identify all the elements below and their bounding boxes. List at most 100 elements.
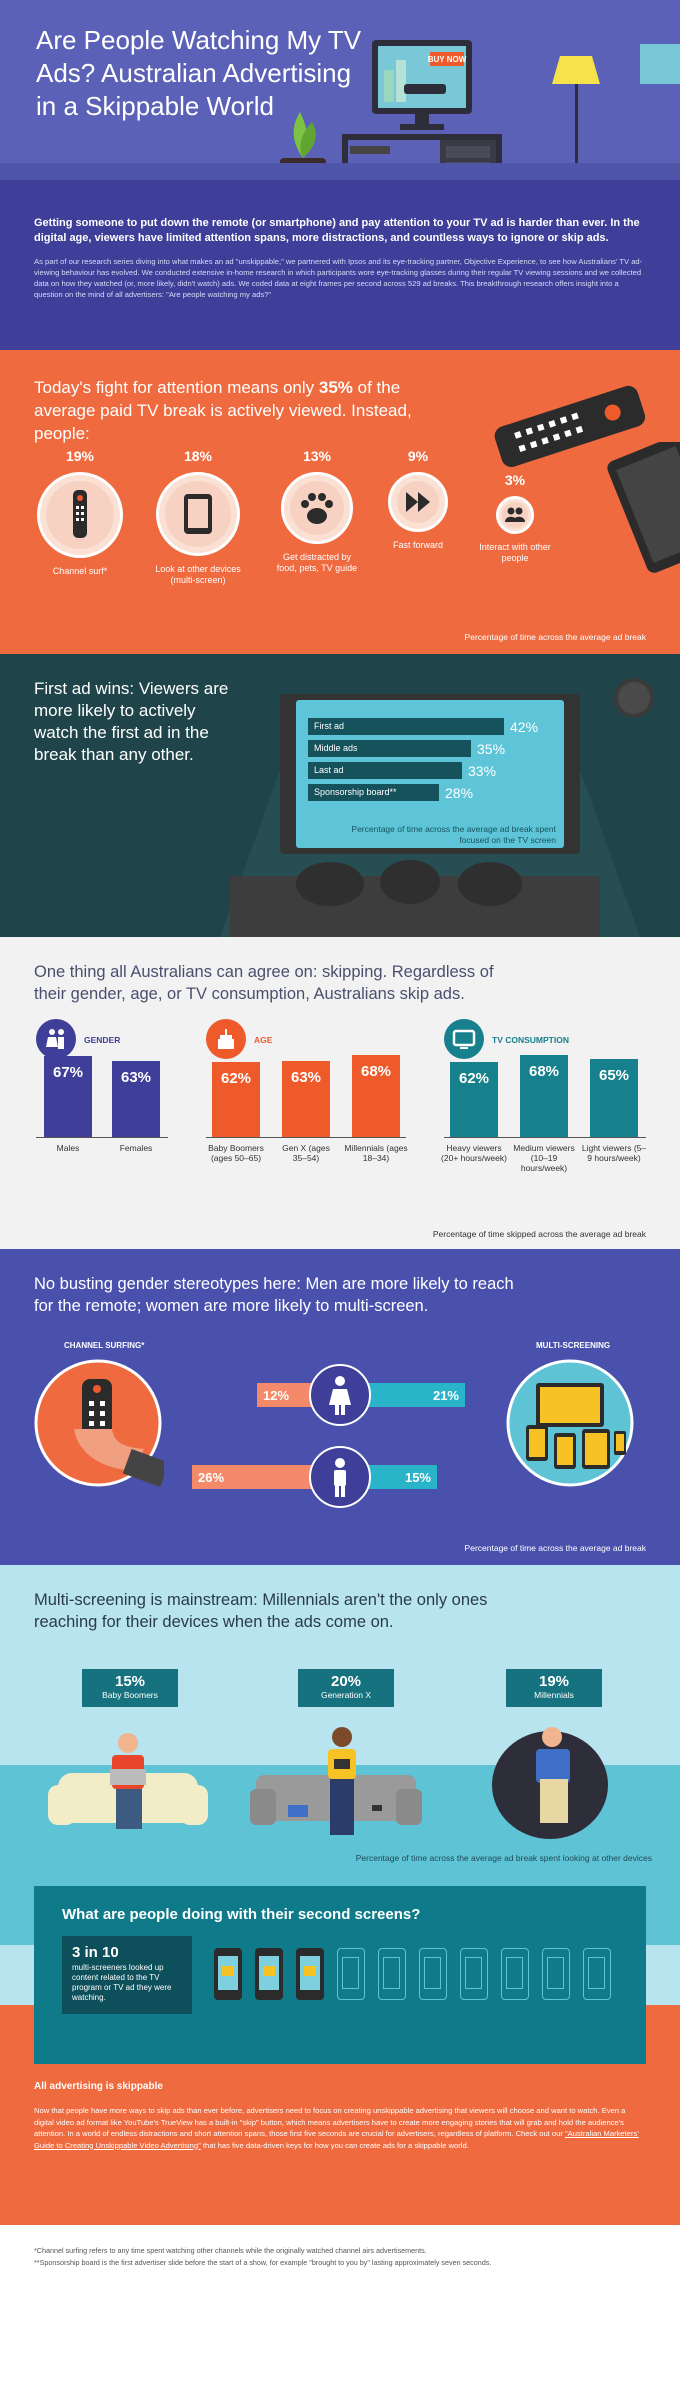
multi-tag-boomers: 15% Baby Boomers [82,1669,178,1707]
attention-pct: 13% [302,448,332,464]
multiscreen-illustration [506,1359,634,1487]
skipping-group-title: GENDER [84,1035,121,1045]
skippable-body: Now that people have more ways to skip a… [34,2106,639,2150]
first-ad-bar [308,762,462,779]
phone-active-icon [255,1948,283,2000]
paw-icon [301,493,333,524]
attention-label: Get distracted by food, pets, TV guide [276,552,358,573]
hero-section: Are People Watching My TV Ads? Australia… [0,0,680,180]
first-ad-bar-label: Sponsorship board** [314,787,397,797]
skipping-note: Percentage of time skipped across the av… [432,1229,646,1239]
attention-pct: 3% [504,472,526,488]
fast-forward-icon [406,492,430,512]
skipping-category: Medium viewers (10–19 hours/week) [513,1143,575,1173]
genx-on-couch-icon [250,1727,422,1835]
first-ad-bar-label: Middle ads [314,743,358,753]
remote-icon [73,490,87,538]
phone-inactive-icon [542,1948,570,2000]
attention-label: Fast forward [392,540,443,550]
gender-note: Percentage of time across the average ad… [464,1543,646,1553]
wall-picture-icon [640,44,680,84]
attention-item-distracted: 13% Get distracted by food, pets, TV gui… [272,448,362,574]
first-ad-bar-value: 28% [445,785,474,801]
first-ad-row: Last ad 33% [308,762,558,779]
attention-label: Look at other devices (multi-screen) [155,564,241,585]
multi-tag-genx: 20% Generation X [298,1669,394,1707]
female-icon [309,1364,371,1426]
page-title: Are People Watching My TV Ads? Australia… [36,25,362,121]
skipping-bar: 62% [212,1062,260,1137]
attention-item-interact: 3% Interact with other people [470,448,560,564]
people-icon [505,507,525,522]
phone-inactive-icon [460,1948,488,2000]
attention-pct: 18% [183,448,213,464]
gender-left-bar: 26% [192,1465,312,1489]
millennial-in-chair-icon [492,1727,608,1839]
tv-icon [444,1019,484,1059]
tv-icon: BUY NOW [372,40,472,130]
skipping-bar: 63% [112,1061,160,1137]
second-screen-box: What are people doing with their second … [34,1886,646,2064]
footnotes-section: *Channel surfing refers to any time spen… [0,2225,680,2382]
gender-left-bar: 12% [257,1383,312,1407]
second-screen-title: What are people doing with their second … [62,1906,421,1923]
first-ad-row: Middle ads 35% [308,740,558,757]
first-ad-bar-value: 35% [477,741,506,757]
skippable-title: All advertising is skippable [34,2081,163,2092]
first-ad-row: Sponsorship board** 28% [308,784,558,801]
attention-note: Percentage of time across the average ad… [464,632,646,642]
attention-label: Channel surf* [52,566,108,576]
phone-active-icon [296,1948,324,2000]
skipping-bar: 62% [450,1062,498,1137]
phone-inactive-icon [501,1948,529,2000]
first-ad-section: First ad wins: Viewers are more likely t… [0,654,680,937]
attention-pct: 19% [65,448,95,464]
multi-tag-millennials: 19% Millennials [506,1669,602,1707]
guide-link[interactable]: "Australian Marketers' Guide to Creating… [34,2129,639,2150]
living-room-illustration: BUY NOW [280,40,680,180]
first-ad-headline: First ad wins: Viewers are more likely t… [34,679,229,764]
attention-circle [37,472,123,558]
hero-floor [0,163,680,180]
gender-headline: No busting gender stereotypes here: Men … [34,1275,514,1315]
first-ad-bar-value: 33% [468,763,497,779]
gender-icon [36,1019,76,1059]
skipping-group-title: AGE [254,1035,273,1045]
boomer-on-couch-icon [48,1733,208,1829]
hand-remote-illustration [34,1359,164,1488]
skipping-bar: 65% [590,1059,638,1137]
viewers-illustration [48,1727,608,1839]
intro-lead: Getting someone to put down the remote (… [34,217,640,244]
male-icon [309,1446,371,1508]
attention-items: 19% Channel surf* 18% [20,448,580,598]
svg-text:BUY NOW: BUY NOW [428,55,467,64]
first-ad-note: Percentage of time across the average ad… [351,824,556,845]
first-ad-row: First ad 42% [308,718,558,735]
attention-circle [496,496,534,534]
attention-circle [281,472,353,544]
first-ad-bar-value: 42% [510,719,539,735]
cake-icon [206,1019,246,1059]
attention-circle [388,472,448,532]
first-ad-bar [308,718,504,735]
multi-note: Percentage of time across the average ad… [355,1853,652,1863]
phone-inactive-icon [419,1948,447,2000]
gender-right-bar: 21% [368,1383,465,1407]
channel-surfing-label: CHANNEL SURFING* [64,1341,145,1350]
footnote-2: **Sponsorship board is the first adverti… [34,2258,492,2267]
gender-section: No busting gender stereotypes here: Men … [0,1249,680,1565]
first-ad-screen: First ad 42% Middle ads 35% Last ad 33% … [296,700,564,848]
skipping-category: Baby Boomers (ages 50–65) [208,1143,264,1163]
skipping-category: Light viewers (5–9 hours/week) [581,1143,647,1163]
phone-active-icon [214,1948,242,2000]
gender-right-bar: 15% [368,1465,437,1489]
remote-illustration [494,385,646,467]
skipping-section: One thing all Australians can agree on: … [0,937,680,1249]
skipping-category: Males [56,1143,80,1153]
multi-screening-label: MULTI-SCREENING [536,1341,611,1350]
skipping-category: Gen X (ages 35–54) [282,1143,330,1163]
first-ad-bar-label: Last ad [314,765,344,775]
attention-section: Today's fight for attention means only 3… [0,350,680,654]
first-ad-bar [308,740,471,757]
attention-item-fast-forward: 9% Fast forward [378,448,458,551]
